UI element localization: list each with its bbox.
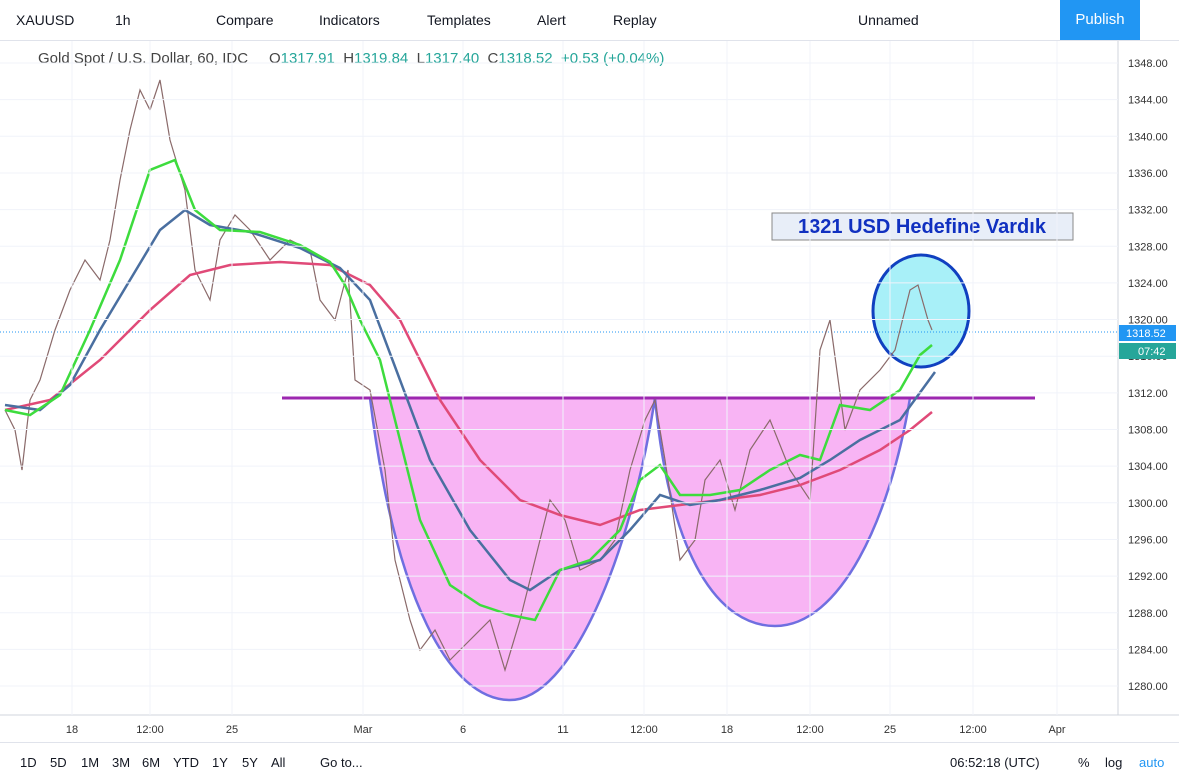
symbol[interactable]: XAUUSD [16, 12, 75, 28]
countdown: 07:42 [1138, 346, 1166, 358]
time-label: 12:00 [630, 724, 658, 736]
last-price: 1318.52 [1126, 328, 1166, 340]
time-label: 25 [884, 724, 896, 736]
price-label: 1284.00 [1128, 644, 1168, 656]
layout-name[interactable]: Unnamed [858, 12, 919, 28]
last-price-box [1119, 325, 1176, 341]
auto[interactable]: auto [1139, 755, 1165, 770]
price-label: 1328.00 [1128, 241, 1168, 253]
bottom-bar: 1D 5D 1M 3M 6M YTD 1Y 5Y All Go to... 06:52:18 (… [0, 742, 1179, 784]
time-label: 12:00 [136, 724, 164, 736]
price-label: 1280.00 [1128, 681, 1168, 693]
price-label: 1300.00 [1128, 498, 1168, 510]
ma-slow [4, 260, 933, 527]
price-label: 1324.00 [1128, 278, 1168, 290]
range-button[interactable]: All [271, 755, 286, 770]
alert[interactable]: Alert [537, 12, 566, 28]
price-label: 1340.00 [1128, 131, 1168, 143]
range-button[interactable]: YTD [173, 755, 199, 770]
range-button[interactable]: 6M [142, 755, 161, 770]
time-label: 6 [460, 724, 466, 736]
templates[interactable]: Templates [427, 12, 491, 28]
time-label: Apr [1048, 724, 1065, 736]
log[interactable]: log [1105, 755, 1123, 770]
chart: 1321 USD Hedefine Vardık 1348.00 1344.00 1… [0, 41, 1179, 736]
price-label: 1336.00 [1128, 168, 1168, 180]
ma-fast [4, 158, 933, 622]
cup-shapes [368, 396, 912, 702]
h-label: H [343, 50, 355, 67]
price-label: 1312.00 [1128, 388, 1168, 400]
interval[interactable]: 1h [115, 12, 131, 28]
time-label: 25 [226, 724, 238, 736]
time-label: 11 [557, 724, 568, 736]
price-label: 1288.00 [1128, 608, 1168, 620]
clock: 06:52:18 (UTC) [950, 755, 1040, 770]
price-label: 1348.00 [1128, 58, 1168, 70]
time-label: 12:00 [959, 724, 987, 736]
compare[interactable]: Compare [216, 12, 274, 28]
c-label: C [487, 50, 499, 67]
annotation: 1321 USD Hedefine Vardık [798, 216, 1047, 238]
time-label: 18 [721, 724, 733, 736]
price-label: 1320.00 [1128, 315, 1168, 327]
o-label: O [268, 50, 281, 67]
percent[interactable]: % [1078, 755, 1090, 770]
time-label: 12:00 [796, 724, 824, 736]
range-button[interactable]: 5Y [242, 755, 258, 770]
range-button[interactable]: 1M [81, 755, 100, 770]
target-circle [871, 253, 971, 369]
price-label: 1344.00 [1128, 95, 1168, 107]
annotation-box [771, 212, 1074, 241]
price-label: 1292.00 [1128, 571, 1168, 583]
price-series [4, 79, 933, 673]
indicators[interactable]: Indicators [319, 12, 380, 28]
price-label: 1308.00 [1128, 425, 1168, 437]
range-button[interactable]: 3M [112, 755, 131, 770]
time-label: Mar [354, 724, 373, 736]
goto[interactable]: Go to... [320, 755, 363, 770]
publish[interactable]: Publish [1060, 0, 1140, 40]
l-label: L [416, 50, 425, 67]
time-label: 18 [66, 724, 78, 736]
range-button[interactable]: 1Y [212, 755, 228, 770]
replay[interactable]: Replay [613, 12, 657, 28]
price-label: 1296.00 [1128, 534, 1168, 546]
range-button[interactable]: 1D [20, 755, 37, 770]
toolbar: XAUUSD 1h Compare Indicators Templates A… [0, 0, 1179, 41]
price-label: 1332.00 [1128, 205, 1168, 217]
countdown-box [1119, 343, 1176, 359]
range-button[interactable]: 5D [50, 755, 67, 770]
price-label: 1304.00 [1128, 461, 1168, 473]
